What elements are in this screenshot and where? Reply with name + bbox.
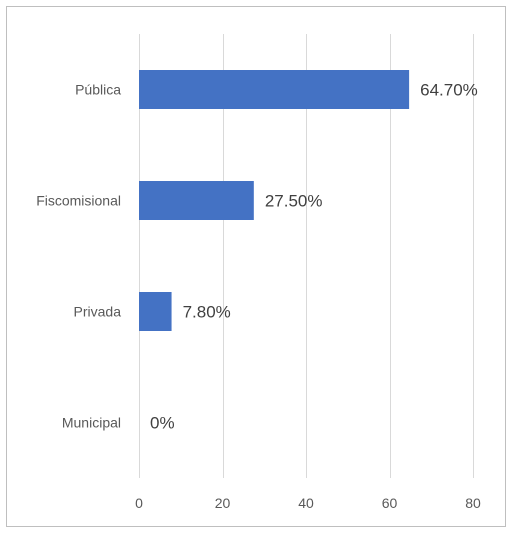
category-label: Fiscomisional xyxy=(36,193,121,209)
data-label: 7.80% xyxy=(183,303,231,322)
category-labels: Pública Fiscomisional Privada Municipal xyxy=(36,82,121,431)
bar-1 xyxy=(139,181,254,220)
bar-2 xyxy=(139,292,172,331)
data-labels: 64.70% 27.50% 7.80% 0% xyxy=(150,81,478,433)
x-tick-label: 40 xyxy=(298,495,314,511)
category-label: Municipal xyxy=(62,415,121,431)
x-tick-labels: 0 20 40 60 80 xyxy=(135,495,481,511)
x-tick-label: 60 xyxy=(382,495,398,511)
x-tick-label: 80 xyxy=(465,495,481,511)
category-label: Privada xyxy=(74,304,122,320)
x-tick-label: 20 xyxy=(215,495,231,511)
bar-0 xyxy=(139,70,410,109)
data-label: 64.70% xyxy=(420,81,478,100)
x-tick-label: 0 xyxy=(135,495,143,511)
bars xyxy=(139,70,410,331)
data-label: 27.50% xyxy=(265,192,323,211)
category-label: Pública xyxy=(75,82,121,98)
data-label: 0% xyxy=(150,414,175,433)
